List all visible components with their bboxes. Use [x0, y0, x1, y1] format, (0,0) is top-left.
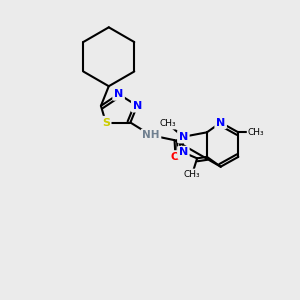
Text: O: O — [171, 152, 180, 162]
Text: N: N — [133, 101, 142, 111]
Text: NH: NH — [142, 130, 160, 140]
Text: N: N — [216, 118, 225, 128]
Text: CH₃: CH₃ — [184, 169, 200, 178]
Text: S: S — [102, 118, 110, 128]
Text: N: N — [114, 89, 123, 99]
Text: CH₃: CH₃ — [248, 128, 264, 137]
Text: N: N — [179, 148, 188, 158]
Text: N: N — [179, 132, 188, 142]
Text: CH₃: CH₃ — [159, 119, 176, 128]
